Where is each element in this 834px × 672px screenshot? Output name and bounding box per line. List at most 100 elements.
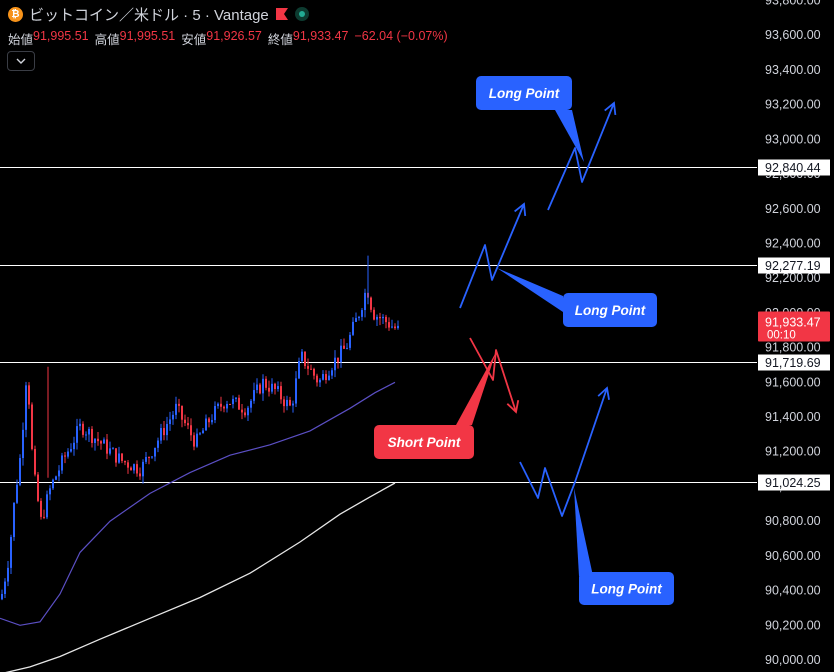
candle-body [289, 399, 291, 406]
candle-body [187, 423, 189, 426]
change-value: −62.04 (−0.07%) [354, 29, 448, 43]
candle-body [307, 366, 309, 369]
candle-body [391, 326, 393, 328]
candle-body [217, 403, 219, 407]
candle-body [196, 433, 198, 447]
candle-body [166, 423, 168, 436]
candle-body [67, 451, 69, 457]
collapse-legend-button[interactable] [7, 51, 35, 71]
candle-body [115, 448, 117, 463]
zigzag-arrow[interactable] [547, 102, 615, 211]
close-label: 終値 [267, 33, 293, 47]
candle-body [328, 375, 330, 380]
high-label: 高値 [94, 33, 120, 47]
low-label: 安値 [181, 33, 207, 47]
zigzag-arrow[interactable] [469, 337, 517, 413]
zigzag-arrow[interactable] [519, 387, 608, 517]
arrow-head [597, 386, 610, 400]
candle-body [118, 453, 120, 463]
candle-body [301, 351, 303, 362]
price-tick-label: 90,200.00 [765, 618, 821, 632]
candle-body [181, 405, 183, 420]
candle-body [40, 500, 42, 517]
bitcoin-icon: ₿ [8, 6, 23, 22]
price-line-tag [758, 257, 830, 274]
candle-body [34, 449, 36, 475]
candle-body [250, 400, 252, 408]
candle-body [82, 423, 84, 435]
candle-body [46, 494, 48, 518]
candle-body [127, 462, 129, 468]
candle-body [340, 345, 342, 363]
candle-body [154, 447, 156, 457]
candle-body [142, 461, 144, 477]
short-callout-box[interactable] [374, 425, 474, 459]
candle-body [208, 418, 210, 423]
candle-body [220, 403, 222, 407]
candle-body [172, 414, 174, 420]
candle-body [25, 385, 27, 430]
symbol-title: ビットコイン／米ドル · 5 · Vantage [29, 6, 269, 24]
candle-body [103, 439, 105, 444]
candle-body [325, 374, 327, 380]
zigzag-arrow[interactable] [459, 203, 525, 309]
red-flag-icon[interactable] [275, 8, 289, 20]
candle-body [37, 474, 39, 501]
candle-body [163, 428, 165, 436]
price-tick-label: 90,000.00 [765, 653, 821, 667]
price-line-tag [758, 159, 830, 176]
long-callout-pointer [497, 268, 563, 312]
candle-body [160, 428, 162, 441]
price-tick-label: 90,800.00 [765, 514, 821, 528]
arrow-head [604, 101, 617, 116]
candle-body [214, 406, 216, 421]
candle-body [205, 418, 207, 431]
candle-body [124, 460, 126, 463]
ohlc-legend: 始値 91,995.51 高値 91,995.51 安値 91,926.57 終値 91… [8, 29, 454, 48]
price-line-label: 92,840.44 [765, 161, 821, 175]
candle-body [199, 433, 201, 435]
candle-body [223, 406, 225, 409]
live-status-icon [294, 7, 309, 21]
candle-body [253, 390, 255, 401]
candle-body [64, 455, 66, 457]
candle-body [283, 399, 285, 407]
candle-body [43, 516, 45, 518]
price-tick-label: 91,600.00 [765, 375, 821, 389]
long-callout-box[interactable] [563, 293, 657, 327]
ma-fast-line [0, 381, 396, 626]
candle-body [49, 488, 51, 495]
price-tick-label: 93,800.00 [765, 0, 821, 8]
candle-body [349, 334, 351, 348]
long-callout-box[interactable] [579, 572, 674, 605]
price-tick-label: 93,400.00 [765, 63, 821, 77]
open-value: 91,995.51 [33, 29, 89, 43]
symbol-header[interactable]: ₿ ビットコイン／米ドル · 5 · Vantage [8, 4, 309, 24]
candle-body [193, 435, 195, 447]
price-line-tag [758, 354, 830, 371]
candle-body [385, 316, 387, 323]
long-callout-label: Long Point [591, 582, 662, 597]
candle-body [310, 368, 312, 370]
candle-body [280, 386, 282, 400]
candle-body [346, 347, 348, 349]
candle-body [184, 419, 186, 424]
long-callout-label: Long Point [489, 86, 560, 101]
candle-body [121, 453, 123, 461]
candle-body [361, 310, 363, 317]
candle-body [244, 412, 246, 416]
candle-body [97, 438, 99, 442]
long-callout-box[interactable] [476, 76, 572, 110]
price-tick-label: 93,600.00 [765, 28, 821, 42]
price-tick-label: 92,200.00 [765, 271, 821, 285]
price-tick-label: 91,400.00 [765, 410, 821, 424]
candle-body [241, 409, 243, 413]
candle-body [322, 374, 324, 380]
candle-body [265, 378, 267, 388]
price-tick-label: 92,600.00 [765, 202, 821, 216]
candle-body [31, 404, 33, 450]
candle-body [295, 378, 297, 404]
candle-body [70, 449, 72, 452]
candle-body [370, 297, 372, 310]
